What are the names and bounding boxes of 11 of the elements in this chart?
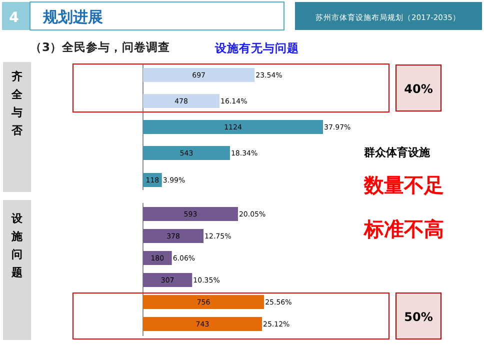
text: 标准不高	[363, 217, 444, 241]
text: 4	[9, 10, 20, 26]
text: 设施问题	[10, 212, 24, 279]
text: 规划进展	[42, 8, 103, 26]
text: 数量不足	[363, 173, 444, 197]
chart-title: 设施有无与问题	[214, 41, 299, 55]
text: 40%	[404, 82, 433, 96]
text: 群众体育设施	[363, 146, 431, 159]
chart-subtitle: （3）全民参与，问卷调查	[30, 40, 170, 54]
text: 50%	[404, 310, 433, 324]
text: 齐全与否	[10, 70, 24, 137]
